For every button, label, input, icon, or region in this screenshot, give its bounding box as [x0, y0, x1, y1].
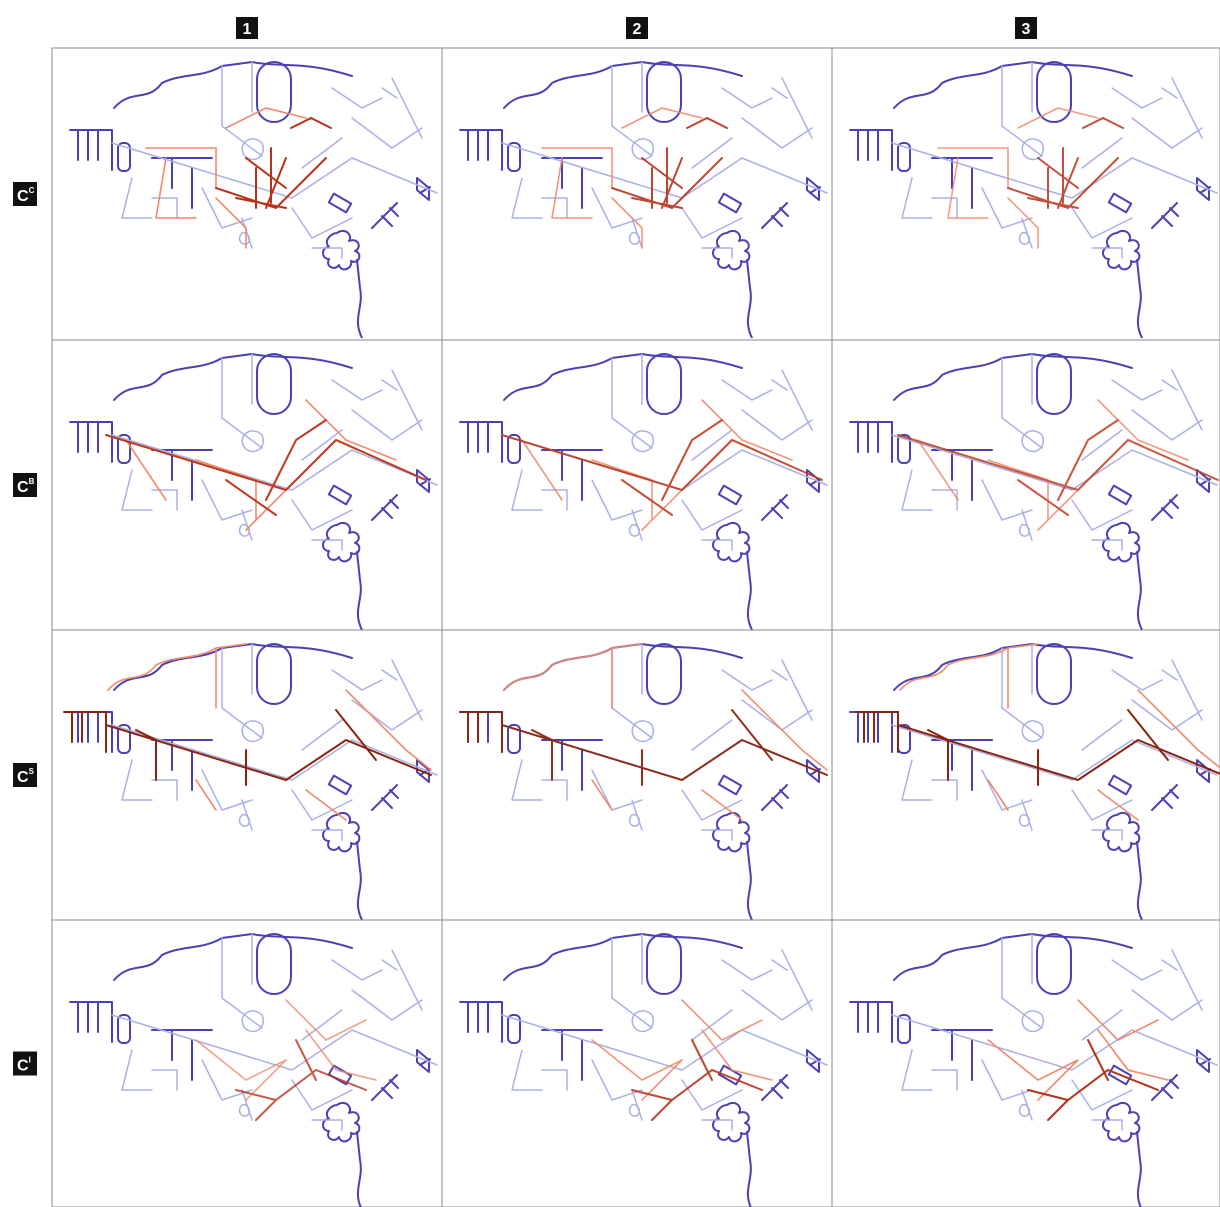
row-superscript: C: [29, 186, 35, 195]
cell-frame: [442, 630, 832, 920]
map-cell: [52, 630, 442, 920]
row-superscript: S: [29, 767, 35, 776]
cell-frame: [442, 48, 832, 340]
map-cell: [442, 340, 832, 630]
map-cell: [832, 340, 1220, 630]
map-cell: [52, 920, 442, 1207]
map-cell: [442, 920, 832, 1207]
cell-frame: [52, 920, 442, 1207]
row-symbol: C: [17, 769, 29, 786]
cell-frame: [832, 630, 1220, 920]
cell-frame: [52, 340, 442, 630]
cell-frame: [442, 920, 832, 1207]
map-cell: [832, 630, 1220, 920]
row-superscript: I: [29, 1056, 31, 1065]
cell-frame: [832, 920, 1220, 1207]
figure: 123CCCBCSCI: [0, 0, 1220, 1207]
column-label: 2: [633, 21, 642, 38]
row-symbol: C: [17, 1058, 29, 1075]
map-cell: [52, 48, 442, 340]
map-cell: [832, 920, 1220, 1207]
map-cell: [442, 48, 832, 340]
map-cell: [52, 340, 442, 630]
row-symbol: C: [17, 188, 29, 205]
cell-frame: [442, 340, 832, 630]
map-cell: [832, 48, 1220, 340]
row-superscript: B: [29, 477, 35, 486]
column-label: 3: [1022, 21, 1031, 38]
row-symbol: C: [17, 479, 29, 496]
cell-frame: [52, 48, 442, 340]
column-label: 1: [243, 21, 252, 38]
map-cell: [442, 630, 832, 920]
